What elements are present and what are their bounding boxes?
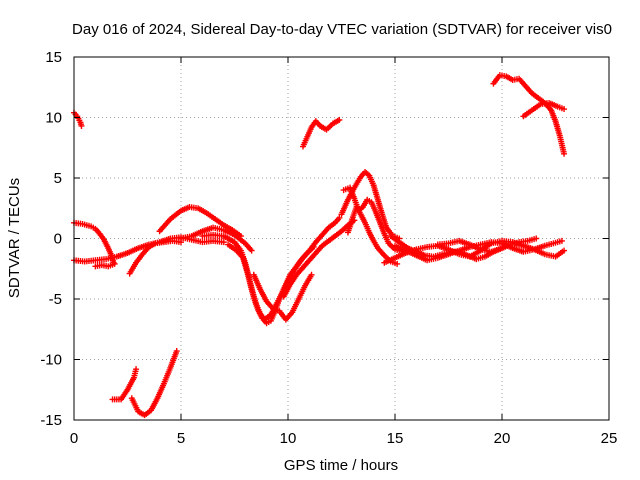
x-tick-label: 20: [494, 430, 511, 447]
data-point: [111, 260, 118, 267]
data-point: [308, 271, 315, 278]
y-tick-label: 0: [54, 231, 62, 248]
series-arc-u: [434, 237, 505, 255]
data-point: [561, 150, 568, 157]
series-arc-l: [250, 271, 315, 323]
data-point: [336, 116, 343, 123]
x-tick-label: 5: [177, 430, 185, 447]
y-tick-label: 15: [45, 49, 62, 66]
series-arc-e: [126, 237, 184, 277]
data-point: [133, 366, 140, 373]
data-point: [561, 106, 568, 113]
data-point: [248, 247, 255, 254]
y-tick-label: 5: [54, 170, 62, 187]
series-arc-d: [92, 260, 118, 270]
x-tick-label: 15: [387, 430, 404, 447]
series-arc-g: [128, 348, 180, 419]
grid-lines: [74, 57, 609, 420]
y-tick-label: -10: [40, 352, 62, 369]
y-tick-label: -5: [49, 291, 62, 308]
chart-title: Day 016 of 2024, Sidereal Day-to-day VTE…: [72, 21, 612, 38]
x-tick-label: 10: [280, 430, 297, 447]
data-point: [394, 260, 401, 267]
x-axis-label: GPS time / hours: [284, 457, 398, 474]
y-axis-ticks: -15 -10 -5 0 5 10 15: [40, 49, 609, 429]
data-point: [499, 245, 505, 252]
x-axis-ticks: 0 5 10 15 20 25: [70, 57, 618, 447]
data-points: [71, 72, 568, 419]
series-arc-w: [520, 99, 568, 120]
data-point: [533, 235, 540, 242]
y-axis-label: SDTVAR / TECUs: [6, 178, 23, 298]
data-point: [558, 237, 565, 244]
data-point: [220, 239, 227, 246]
data-point: [561, 247, 568, 254]
y-tick-label: -15: [40, 412, 62, 429]
series-arc-k: [225, 214, 343, 323]
series-arc-q: [344, 204, 401, 267]
series-arc-f: [109, 366, 140, 403]
y-tick-label: 10: [45, 110, 62, 127]
x-tick-label: 0: [70, 430, 78, 447]
series-arc-m: [280, 217, 358, 300]
series-arc-i: [178, 224, 255, 254]
data-point: [336, 214, 343, 221]
data-point: [173, 348, 180, 355]
x-tick-label: 25: [601, 430, 618, 447]
series-arc-h: [156, 204, 244, 240]
series-arc-n: [299, 116, 343, 150]
series-arc-t: [392, 237, 565, 264]
series-arc-a: [71, 109, 85, 129]
data-point: [78, 122, 85, 129]
